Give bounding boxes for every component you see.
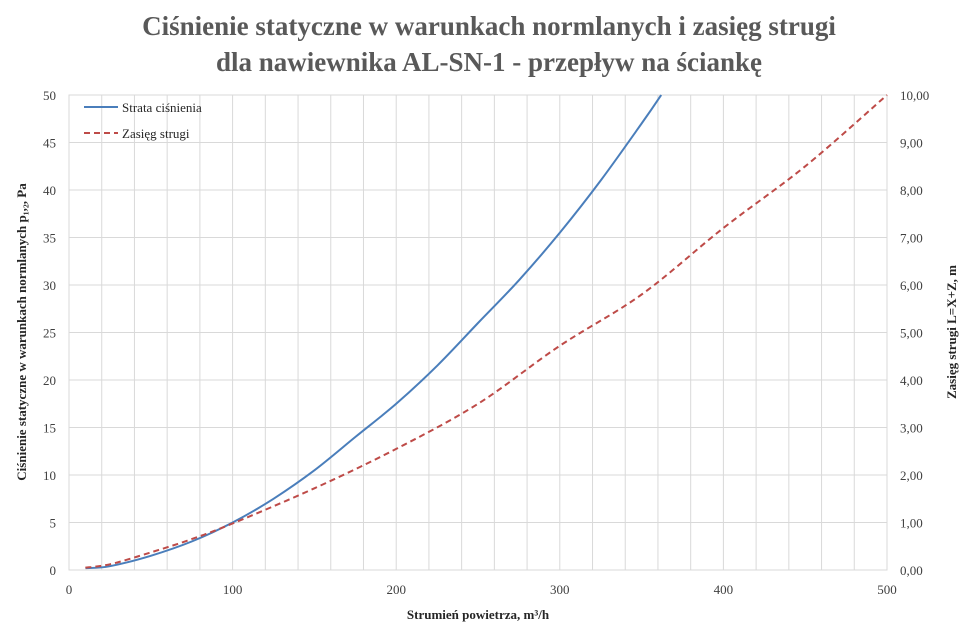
y-axis-left-label: Ciśnienie statyczne w warunkach normlany…: [14, 183, 29, 481]
ticks-layer: 0 100 200 300 400 500 0 5 10 15 20 25 30 35 40 45 50 0,00…: [43, 88, 929, 597]
y-right-tick-label: 8,00: [900, 183, 923, 198]
y-right-tick-label: 4,00: [900, 373, 923, 388]
legend-label-zasieg: Zasięg strugi: [122, 126, 190, 141]
plot-area-border: [68, 94, 888, 571]
y-left-tick-label: 10: [43, 468, 56, 483]
y-right-tick-label: 7,00: [900, 231, 923, 246]
y-right-tick-label: 2,00: [900, 468, 923, 483]
y-right-tick-label: 6,00: [900, 278, 923, 293]
x-tick-label: 300: [550, 582, 570, 597]
x-tick-label: 500: [877, 582, 897, 597]
chart-title: Ciśnienie statyczne w warunkach normlany…: [0, 8, 978, 80]
grid: [68, 94, 888, 571]
y-left-tick-label: 20: [43, 373, 56, 388]
chart-title-line-1: Ciśnienie statyczne w warunkach normlany…: [142, 11, 836, 41]
legend-label-strata: Strata ciśnienia: [122, 100, 202, 115]
chart-title-line-2: dla nawiewnika AL-SN-1 - przepływ na ści…: [215, 47, 763, 77]
x-axis-label: Strumień powietrza, m³/h: [407, 607, 550, 622]
y-right-tick-label: 1,00: [900, 516, 923, 531]
x-tick-label: 100: [223, 582, 243, 597]
y-axis-right-label: Zasięg strugi L=X+Z, m: [944, 265, 959, 399]
y-left-tick-label: 30: [43, 278, 56, 293]
y-right-tick-label: 0,00: [900, 563, 923, 578]
y-left-tick-label: 5: [50, 516, 57, 531]
x-tick-label: 0: [66, 582, 73, 597]
series-layer: [85, 94, 888, 570]
series-zasieg-strugi-line: [85, 94, 888, 569]
y-left-tick-label: 50: [43, 88, 56, 103]
y-left-tick-label: 25: [43, 326, 56, 341]
y-left-tick-label: 45: [43, 136, 56, 151]
legend: Strata ciśnienia Zasięg strugi: [84, 100, 202, 141]
y-right-tick-label: 5,00: [900, 326, 923, 341]
y-right-tick-label: 9,00: [900, 136, 923, 151]
x-tick-label: 400: [714, 582, 734, 597]
y-left-tick-label: 40: [43, 183, 56, 198]
series-strata-cisnienia-line: [85, 94, 663, 570]
y-left-tick-label: 15: [43, 421, 56, 436]
y-left-tick-label: 35: [43, 231, 56, 246]
y-right-tick-label: 3,00: [900, 421, 923, 436]
x-tick-label: 200: [386, 582, 406, 597]
y-right-tick-label: 10,00: [900, 88, 929, 103]
y-left-tick-label: 0: [50, 563, 57, 578]
